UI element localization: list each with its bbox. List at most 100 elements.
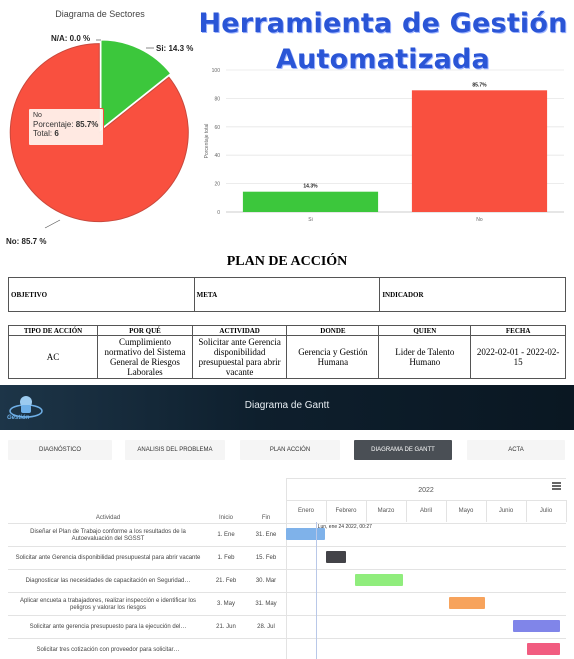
objetivo-cell: OBJETIVO: [8, 277, 195, 312]
gantt-row-start: [210, 639, 242, 659]
gantt-row[interactable]: Solicitar tres cotización con proveedor …: [8, 638, 566, 659]
gantt-month-label: Marzo: [377, 508, 395, 514]
indicador-cell: INDICADOR: [379, 277, 566, 312]
header-actividad: ACTIVIDAD: [191, 325, 288, 336]
gantt-month-label: Julio: [539, 508, 553, 514]
cell-tipo: AC: [7, 335, 99, 379]
action-table: TIPO DE ACCIÓN POR QUÉ ACTIVIDAD DONDE Q…: [7, 325, 566, 379]
bar-svg: 0 20 40 60 80 100 Porcentaje total 14.3% Si 85.7%…: [204, 68, 564, 223]
gantt-row-end: [246, 639, 286, 659]
header-quien: QUIEN: [378, 325, 472, 336]
gantt-row[interactable]: Diagnosticar las necesidades de capacita…: [8, 569, 566, 592]
tab-diagrama-gantt[interactable]: DIAGRAMA DE GANTT: [354, 440, 452, 460]
gantt-row-activity: Solicitar tres cotización con proveedor …: [36, 647, 180, 653]
gantt-row-activity: Solicitar ante Gerencia disponibilidad p…: [15, 555, 201, 561]
pie-slice-si[interactable]: [100, 39, 172, 131]
gantt-bar[interactable]: [448, 597, 485, 609]
tooltip-pct-label: Porcentaje:: [33, 120, 74, 129]
header-porque: POR QUÉ: [97, 325, 193, 336]
header-tipo: TIPO DE ACCIÓN: [7, 325, 99, 336]
gantt-month-label: Enero: [297, 508, 314, 514]
gantt-row-activity: Diseñar el Plan de Trabajo conforme a lo…: [30, 528, 186, 542]
gantt-row-activity: Diagnosticar las necesidades de capacita…: [25, 578, 191, 584]
cell-donde: Gerencia y Gestión Humana: [286, 335, 380, 379]
gantt-row-start: 21. Jun: [216, 624, 236, 630]
gantt-row-end: 31. May: [255, 601, 277, 607]
pie-title: Diagrama de Sectores: [55, 9, 145, 19]
gantt-row-start: 21. Feb: [215, 578, 237, 584]
bar-si[interactable]: [242, 191, 379, 212]
gantt-bar[interactable]: [354, 574, 404, 586]
gantt-row[interactable]: Aplicar encueta a trabajadores, realizar…: [8, 592, 566, 615]
gantt-chart: 2022 Actividad Inicio Fin Enero Febrero Ma…: [8, 478, 567, 659]
gantt-month-label: Febrero: [335, 508, 357, 514]
cell-actividad: Solicitar ante Gerencia disponibilidad p…: [191, 335, 288, 379]
app-title-line1: Herramienta de Gestión: [198, 8, 568, 39]
bar-ytick-label: 60: [214, 125, 220, 131]
pie-line-no: [44, 219, 61, 229]
gantt-row-start: 3. May: [216, 601, 235, 607]
app-logo[interactable]: Gestión: [4, 389, 50, 425]
bar-category-label: Si: [308, 217, 312, 223]
tooltip-name: No: [33, 112, 42, 119]
gantt-bar[interactable]: [527, 643, 560, 655]
bar-ytick-label: 20: [214, 182, 220, 188]
gantt-row-end: 15. Feb: [255, 555, 277, 561]
gantt-header: Gestión Diagrama de Gantt: [0, 385, 574, 430]
bar-ytick-label: 100: [212, 68, 221, 74]
cell-quien: Lider de Talento Humano: [378, 335, 472, 379]
tooltip-total: Total: 6: [33, 129, 99, 138]
col-start: Inicio: [218, 515, 233, 521]
tooltip-total-label: Total:: [33, 129, 53, 138]
bar-category-label: No: [476, 217, 483, 223]
gantt-row[interactable]: Diseñar el Plan de Trabajo conforme a lo…: [8, 523, 566, 546]
tab-plan-accion[interactable]: PLAN ACCIÓN: [240, 440, 340, 460]
bar-data-label: 14.3%: [303, 184, 318, 190]
pie-label-no: No: 85.7 %: [6, 237, 47, 246]
gantt-bar[interactable]: [326, 551, 346, 563]
tab-analisis[interactable]: ANALISIS DEL PROBLEMA: [125, 440, 225, 460]
tab-acta[interactable]: ACTA: [467, 440, 565, 460]
bar-ytick-label: 40: [214, 153, 220, 159]
tooltip-pct: Porcentaje: 85.7%: [33, 120, 99, 129]
logo-icon: [9, 396, 43, 418]
pie-chart: Diagrama de Sectores N/A: 0.0 % Si: 14.3…: [0, 0, 200, 252]
bar-ytick-label: 0: [217, 210, 220, 216]
gantt-row-start: 1. Feb: [217, 555, 235, 561]
col-activity: Actividad: [95, 515, 121, 521]
tab-diagnostico[interactable]: DIAGNÓSTICO: [8, 440, 112, 460]
gantt-month-label: Abril: [419, 508, 432, 514]
bar-no[interactable]: [411, 90, 548, 212]
gantt-row[interactable]: Solicitar ante gerencia presupuesto para…: [8, 615, 566, 638]
gantt-title: Diagrama de Gantt: [244, 400, 330, 411]
gantt-row-start: 1. Ene: [217, 532, 235, 538]
gantt-bar[interactable]: [286, 528, 325, 540]
gantt-month-label: Mayo: [458, 508, 474, 514]
tooltip-total-value: 6: [54, 129, 59, 138]
gantt-year: 2022: [418, 487, 434, 494]
cell-fecha: 2022-02-01 - 2022-02-15: [470, 335, 566, 379]
meta-cell: META: [193, 277, 381, 312]
gantt-menu-icon[interactable]: [552, 482, 561, 490]
pie-label-na: N/A: 0.0 %: [51, 34, 91, 43]
gantt-row-activity: Aplicar encueta a trabajadores, realizar…: [19, 597, 197, 611]
gantt-row-end: 30. Mar: [255, 578, 277, 584]
gantt-row-end: 31. Ene: [255, 532, 277, 538]
gantt-row-activity: Solicitar ante gerencia presupuesto para…: [29, 624, 187, 630]
col-end: Fin: [261, 515, 271, 521]
pie-tooltip: No Porcentaje: 85.7% Total: 6: [28, 108, 104, 146]
today-line: [315, 522, 317, 659]
cell-porque: Cumplimiento normativo del Sistema Gener…: [97, 335, 193, 379]
gantt-row-end: 28. Jul: [257, 624, 275, 630]
bar-chart: 0 20 40 60 80 100 Porcentaje total 14.3% Si 85.7%…: [198, 60, 572, 230]
gantt-month-label: Junio: [498, 508, 514, 514]
header-fecha: FECHA: [470, 325, 566, 336]
tooltip-pct-value: 85.7%: [75, 120, 99, 129]
gantt-row[interactable]: Solicitar ante Gerencia disponibilidad p…: [8, 546, 566, 569]
objective-table: OBJETIVO META INDICADOR: [8, 277, 566, 312]
pie-label-si: Si: 14.3 %: [156, 44, 194, 53]
logo-text: Gestión: [7, 415, 30, 421]
gantt-bar[interactable]: [512, 620, 560, 632]
bar-ytick-label: 80: [214, 96, 220, 102]
bar-data-label: 85.7%: [472, 82, 487, 88]
